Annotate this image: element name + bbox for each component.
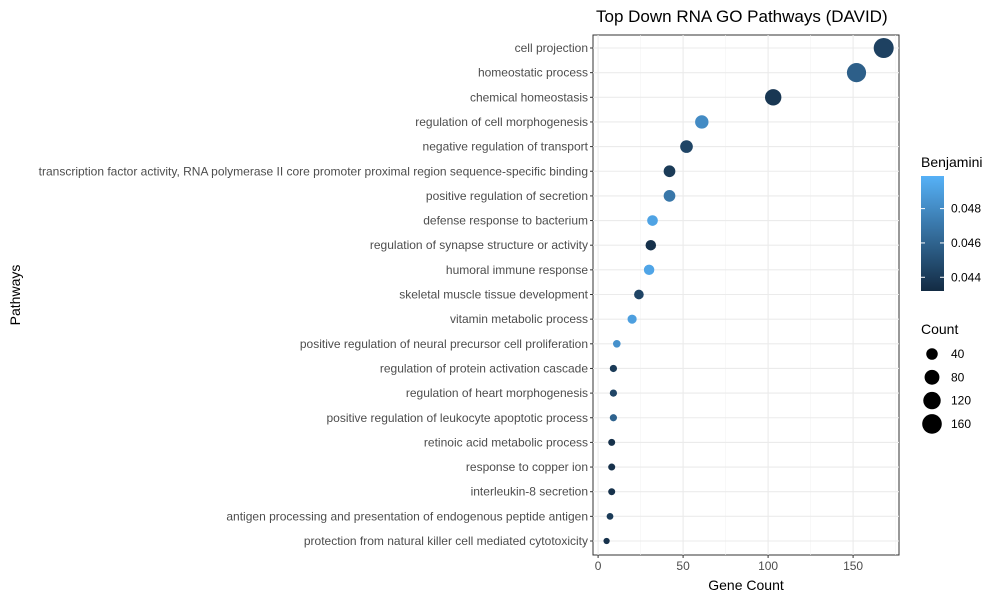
y-tick-label: regulation of protein activation cascade (380, 361, 588, 375)
data-point (695, 115, 709, 129)
data-point (627, 314, 637, 324)
size-legend-key (922, 414, 942, 434)
y-tick-label: skeletal muscle tissue development (399, 288, 588, 302)
x-axis-title: Gene Count (708, 577, 784, 593)
x-tick-label: 100 (758, 559, 778, 573)
size-legend-label: 80 (951, 370, 965, 384)
data-point (663, 165, 676, 178)
y-tick-label: regulation of synapse structure or activ… (370, 238, 588, 252)
size-legend: Count 40 80 120 160 (921, 321, 971, 434)
size-legend-key (926, 348, 938, 360)
size-legend-label: 160 (951, 417, 971, 431)
data-point (873, 38, 894, 58)
color-legend-label: 0.044 (951, 270, 981, 284)
size-legend-key (924, 369, 940, 385)
x-tick-label: 0 (595, 559, 602, 573)
y-tick-label: retinoic acid metabolic process (424, 435, 588, 449)
chart-title: Top Down RNA GO Pathways (DAVID) (596, 7, 888, 26)
data-point (609, 414, 618, 422)
y-tick-label: positive regulation of neural precursor … (300, 337, 588, 351)
y-tick-label: positive regulation of secretion (426, 189, 588, 203)
x-tick-label: 150 (843, 559, 863, 573)
color-legend-label: 0.046 (951, 236, 981, 250)
data-point (612, 339, 621, 348)
data-point (606, 512, 614, 520)
data-point (647, 215, 658, 226)
data-point (643, 264, 655, 276)
data-point (663, 190, 676, 202)
size-legend-title: Count (921, 321, 958, 337)
data-point (680, 140, 693, 153)
color-legend-label: 0.048 (951, 202, 981, 216)
y-tick-label: negative regulation of transport (423, 140, 589, 154)
y-tick-label: transcription factor activity, RNA polym… (39, 164, 588, 178)
y-tick-label: response to copper ion (466, 460, 588, 474)
y-tick-label: regulation of cell morphogenesis (415, 115, 588, 129)
data-points (603, 38, 894, 545)
y-tick-label: positive regulation of leukocyte apoptot… (327, 411, 589, 425)
y-tick-label: cell projection (515, 41, 588, 55)
data-point (634, 289, 644, 300)
y-axis-labels: cell projection homeostatic process chemic… (39, 41, 593, 548)
y-tick-label: antigen processing and presentation of e… (226, 509, 588, 523)
size-legend-label: 40 (951, 347, 965, 361)
y-tick-label: protection from natural killer cell medi… (304, 534, 588, 548)
colorbar (921, 176, 944, 291)
y-tick-label: humoral immune response (446, 263, 588, 277)
y-tick-label: chemical homeostasis (470, 90, 588, 104)
data-point (765, 89, 782, 106)
y-tick-label: regulation of heart morphogenesis (406, 386, 588, 400)
y-tick-label: interleukin-8 secretion (471, 485, 588, 499)
x-tick-label: 50 (676, 559, 690, 573)
data-point (608, 463, 616, 471)
data-point (846, 63, 867, 83)
color-legend-title: Benjamini (921, 154, 982, 170)
grid (593, 35, 899, 555)
y-tick-label: defense response to bacterium (423, 214, 588, 228)
data-point (609, 364, 618, 373)
data-point (609, 389, 618, 397)
size-legend-label: 120 (951, 394, 971, 408)
y-tick-label: vitamin metabolic process (450, 312, 588, 326)
data-point (603, 537, 610, 545)
color-legend: Benjamini 0.044 0.046 0.048 (921, 154, 982, 291)
size-legend-key (923, 391, 941, 410)
y-axis-title: Pathways (7, 265, 23, 326)
data-point (608, 438, 616, 446)
x-axis: 0 50 100 150 (595, 555, 863, 573)
y-tick-label: homeostatic process (478, 66, 588, 80)
data-point (645, 239, 657, 251)
data-point (608, 488, 616, 496)
